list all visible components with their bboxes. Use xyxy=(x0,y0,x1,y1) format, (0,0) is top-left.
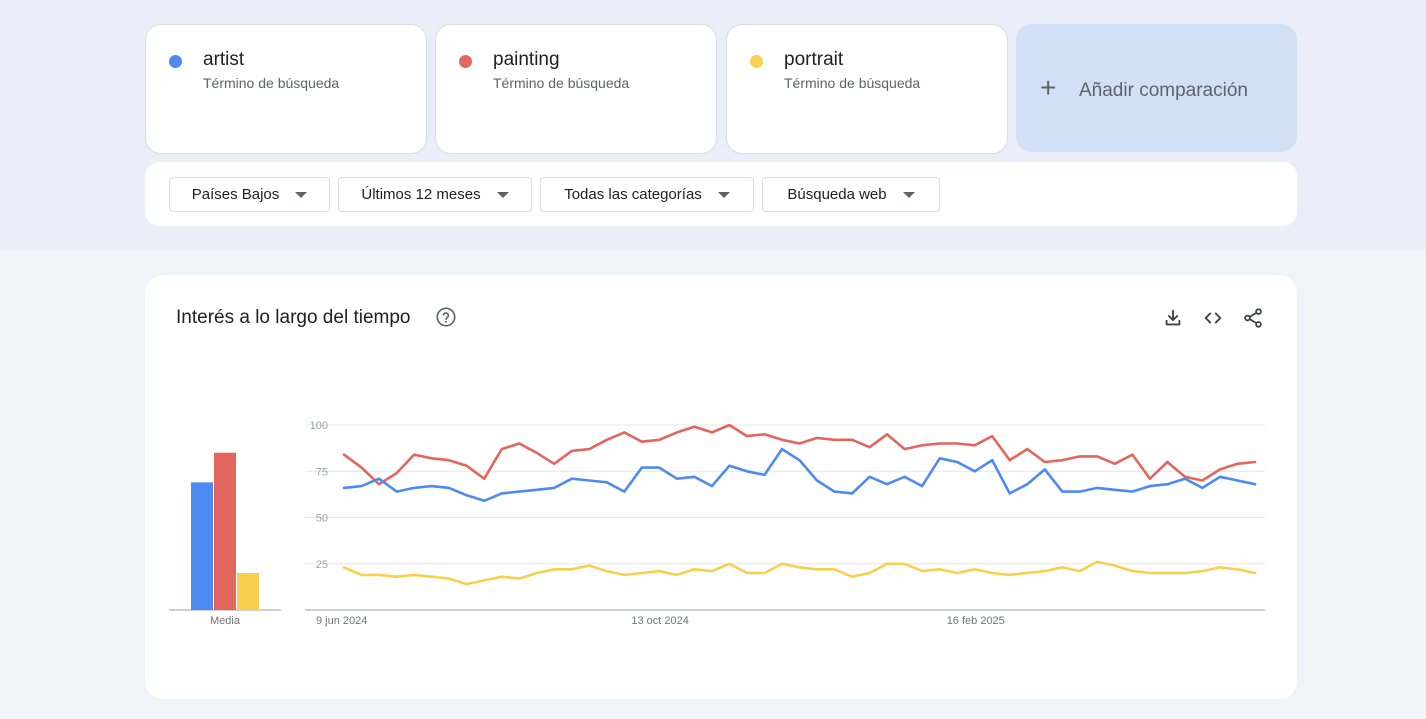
term-type-label: Término de búsqueda xyxy=(203,75,340,91)
interest-chart: Media 25 50 75 100 9 jun 2024 13 oct 2024 16 fe… xyxy=(169,420,1265,627)
term-type-label: Término de búsqueda xyxy=(493,75,630,91)
term-color-dot xyxy=(750,55,763,68)
term-card-portrait[interactable]: portrait Término de búsqueda xyxy=(726,24,1008,154)
chevron-down-icon xyxy=(902,191,915,198)
term-name[interactable]: artist xyxy=(203,49,245,70)
search-type-dropdown[interactable]: Búsqueda web xyxy=(762,177,940,212)
time-range-dropdown[interactable]: Últimos 12 meses xyxy=(338,177,532,212)
chevron-down-icon xyxy=(717,191,730,198)
bar-portrait xyxy=(237,573,259,610)
term-name[interactable]: painting xyxy=(493,49,560,70)
filter-bar: Países Bajos Últimos 12 meses Todas las … xyxy=(145,162,1297,226)
series-line-painting xyxy=(342,423,1257,486)
y-tick-label: 75 xyxy=(316,466,328,478)
share-icon[interactable] xyxy=(1242,307,1264,329)
add-comparison-label: Añadir comparación xyxy=(1079,80,1248,101)
y-tick-label: 50 xyxy=(316,513,328,525)
bar-painting xyxy=(214,452,236,610)
region-value: Países Bajos xyxy=(191,186,280,203)
interest-over-time-card: Interés a lo largo del tiempo Media 25 50 7… xyxy=(145,275,1297,699)
bar-axis-label: Media xyxy=(210,615,241,627)
x-tick-label: 16 feb 2025 xyxy=(947,615,1005,627)
term-color-dot xyxy=(169,55,182,68)
y-tick-label: 100 xyxy=(310,420,328,432)
term-card-artist[interactable]: artist Término de búsqueda xyxy=(145,24,427,154)
download-icon[interactable] xyxy=(1162,307,1184,329)
x-tick-label: 9 jun 2024 xyxy=(316,615,367,627)
series-line-portrait xyxy=(342,560,1257,586)
embed-code-icon[interactable] xyxy=(1202,307,1224,329)
add-comparison-button[interactable]: + Añadir comparación xyxy=(1016,24,1297,152)
search-type-value: Búsqueda web xyxy=(787,186,887,203)
series-line-artist xyxy=(342,447,1257,503)
help-circle-icon[interactable] xyxy=(435,306,457,328)
plus-icon: + xyxy=(1040,72,1057,103)
chevron-down-icon xyxy=(496,191,509,198)
y-tick-label: 25 xyxy=(316,559,328,571)
region-dropdown[interactable]: Países Bajos xyxy=(169,177,330,212)
category-value: Todas las categorías xyxy=(564,186,702,203)
term-type-label: Término de búsqueda xyxy=(784,75,921,91)
chart-title: Interés a lo largo del tiempo xyxy=(176,307,411,328)
term-color-dot xyxy=(459,55,472,68)
time-range-value: Últimos 12 meses xyxy=(361,186,481,203)
category-dropdown[interactable]: Todas las categorías xyxy=(540,177,754,212)
x-tick-label: 13 oct 2024 xyxy=(631,615,689,627)
chevron-down-icon xyxy=(295,191,308,198)
term-card-painting[interactable]: painting Término de búsqueda xyxy=(435,24,717,154)
bar-artist xyxy=(191,482,213,610)
term-name[interactable]: portrait xyxy=(784,49,844,70)
